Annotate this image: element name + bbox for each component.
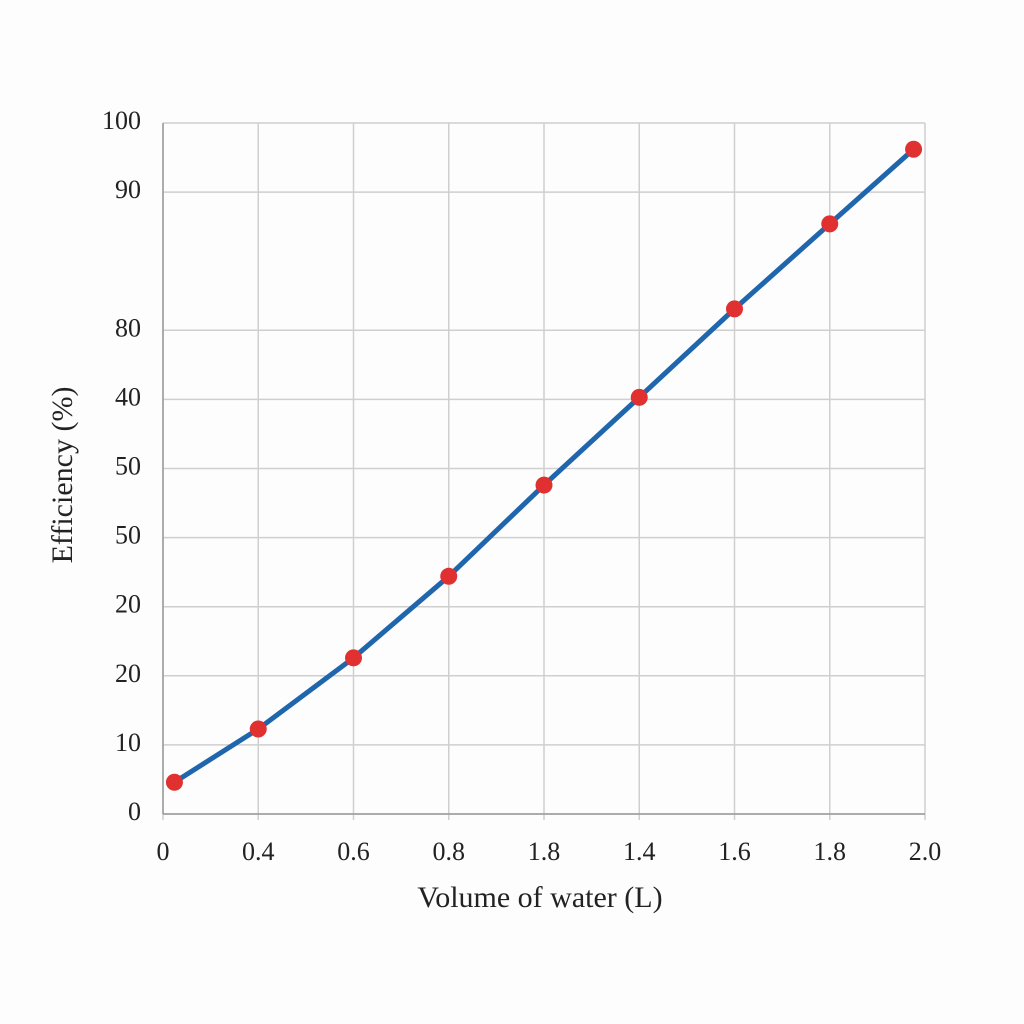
y-tick-label: 50 [115,451,141,480]
x-tick-label: 1.6 [718,837,751,866]
marker [345,649,362,667]
marker [726,300,743,318]
y-tick-label: 40 [115,382,141,411]
x-tick-label: 0 [157,837,170,866]
x-tick-label: 1.8 [528,837,561,866]
marker [905,140,923,158]
y-tick-label: 90 [115,175,141,204]
marker [440,567,458,585]
y-tick-label: 100 [102,106,141,135]
x-tick-label: 0.6 [337,837,370,866]
y-tick-label: 50 [115,521,141,550]
marker [249,720,267,738]
x-tick-label: 1.4 [623,837,656,866]
x-tick-label: 0.4 [242,837,275,866]
y-tick-label: 20 [115,659,141,688]
y-tick-label: 80 [115,313,141,342]
y-tick-label: 20 [115,590,141,619]
y-tick-label: 10 [115,728,141,757]
marker [165,773,183,791]
y-axis-label: Efficiency (%) [46,387,79,564]
x-tick-label: 0.8 [433,837,466,866]
marker [630,388,648,406]
y-tick-label: 0 [128,797,141,826]
x-axis-label: Volume of water (L) [417,881,662,914]
x-tick-label: 1.8 [814,837,847,866]
marker [535,476,553,494]
marker [821,215,839,233]
x-tick-label: 2.0 [909,837,942,866]
